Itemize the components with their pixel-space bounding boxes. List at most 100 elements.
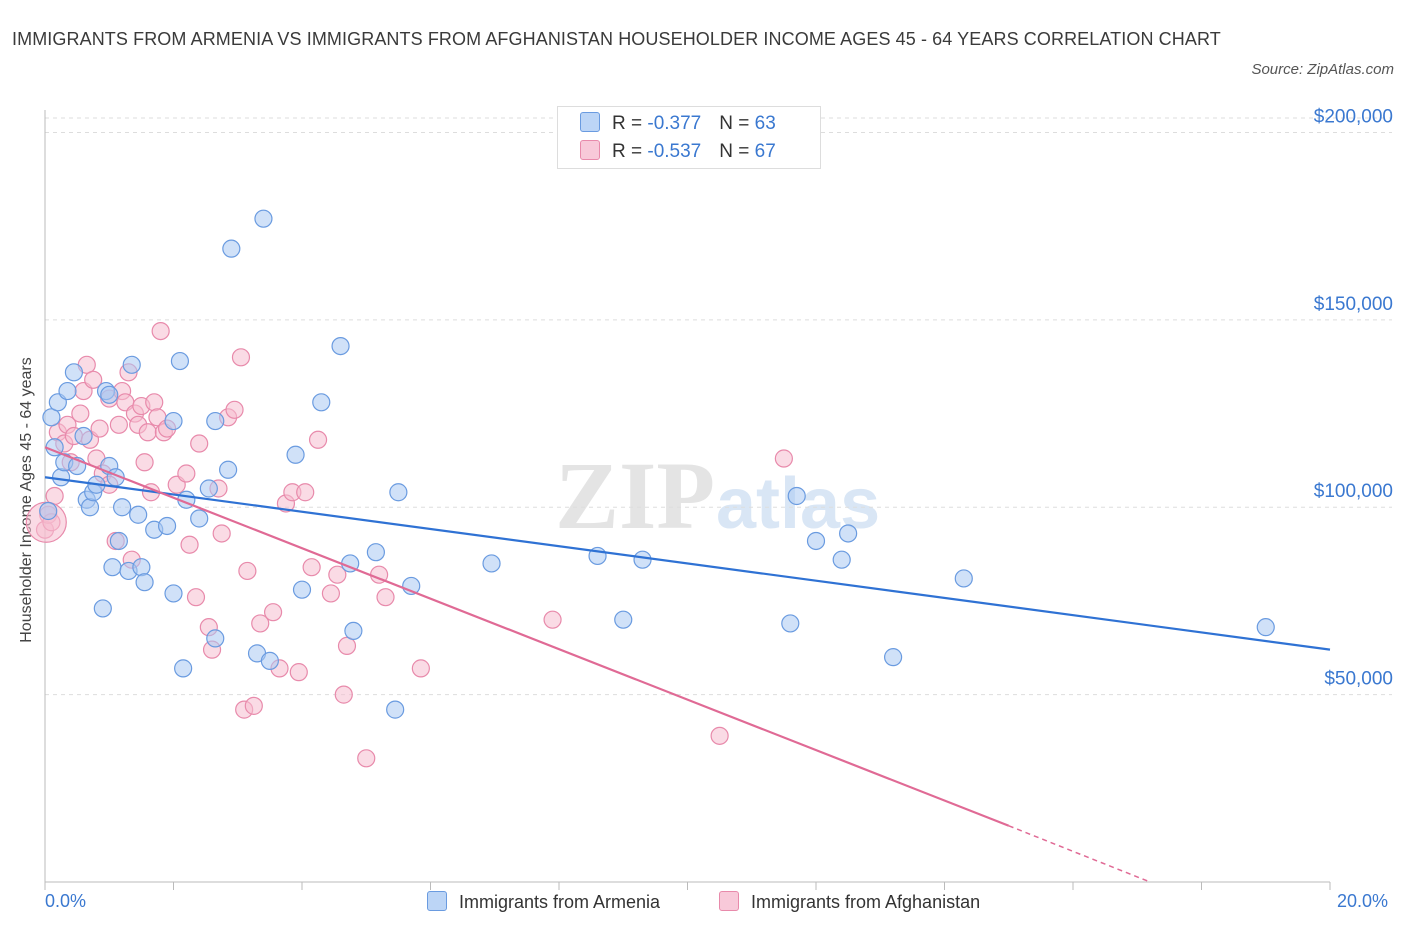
y-tick-label: $200,000 [1314, 106, 1393, 127]
afghanistan-point [145, 393, 164, 412]
bottom-armenia-label: Immigrants from Armenia [459, 892, 661, 912]
afghanistan-point [334, 685, 353, 704]
armenia-point [482, 554, 501, 573]
chart-title: IMMIGRANTS FROM ARMENIA VS IMMIGRANTS FR… [12, 29, 1221, 49]
armenia-point [781, 614, 800, 633]
armenia-point [206, 411, 225, 431]
armenia-point [1256, 618, 1275, 637]
armenia-point [132, 558, 151, 577]
afghanistan-point [289, 663, 308, 682]
afghanistan-point [177, 464, 196, 483]
x-tick-label-start: 0.0% [45, 891, 87, 911]
armenia-point [135, 573, 154, 592]
afghanistan-point [263, 603, 283, 622]
armenia-point [80, 498, 100, 517]
afghanistan-n-label: N = [719, 141, 755, 162]
afghanistan-point [244, 696, 263, 715]
armenia-swatch [580, 112, 600, 132]
armenia-point [100, 385, 119, 404]
armenia-point [312, 393, 331, 412]
bottom-afghanistan-label: Immigrants from Afghanistan [751, 892, 981, 912]
y-tick-labels: $50,000 $100,000 $150,000 $200,000 [1314, 106, 1393, 689]
afghanistan-point [411, 659, 430, 678]
armenia-point [954, 569, 973, 588]
legend-row-afghanistan: R = -0.537 N = 67 [580, 140, 776, 164]
y-tick-label: $150,000 [1314, 294, 1393, 315]
armenia-point [222, 239, 241, 258]
armenia-point [344, 621, 363, 641]
afghanistan-point [238, 561, 257, 581]
armenia-point [787, 486, 806, 506]
afghanistan-point [231, 348, 251, 367]
armenia-point [286, 445, 305, 464]
armenia-point [292, 580, 312, 599]
afghanistan-point [225, 400, 244, 419]
legend-row-armenia: R = -0.377 N = 63 [580, 112, 776, 136]
afghanistan-point [84, 370, 103, 389]
stats-legend: R = -0.377 N = 63 R = -0.537 N = 67 [557, 106, 821, 169]
armenia-point [254, 209, 273, 228]
armenia-point [883, 648, 903, 667]
afghanistan-point [138, 423, 157, 442]
afghanistan-point [90, 419, 109, 438]
trend-lines [44, 446, 1331, 883]
afghanistan-point [774, 449, 793, 468]
afghanistan-point [321, 584, 341, 603]
afghanistan-point [180, 535, 199, 554]
armenia-point [74, 426, 93, 446]
bottom-legend-armenia: Immigrants from Armenia [427, 890, 660, 914]
armenia-point [174, 659, 193, 678]
afghanistan-point [376, 588, 395, 607]
watermark: ZIP atlas [555, 442, 880, 549]
afghanistan-point [135, 453, 154, 472]
armenia-point [206, 629, 225, 648]
afghanistan-r-label: R = [612, 141, 648, 162]
armenia-point [389, 483, 408, 502]
afghanistan-point [543, 610, 562, 629]
afghanistan-point [251, 614, 270, 633]
armenia-point [633, 550, 652, 569]
afghanistan-point [109, 415, 128, 434]
afghanistan-point [71, 404, 90, 423]
afghanistan-r-value: -0.537 [647, 141, 702, 162]
armenia-point [614, 610, 633, 629]
armenia-r-label: R = [612, 113, 648, 134]
afghanistan-point [710, 726, 729, 745]
afghanistan-point [357, 749, 376, 768]
grid-lines [45, 117, 1392, 696]
armenia-point [331, 336, 350, 356]
afghanistan-point [296, 483, 315, 502]
afghanistan-point [190, 434, 209, 453]
afghanistan-trend-extension [1008, 825, 1151, 883]
afghanistan-swatch [580, 140, 600, 160]
armenia-points [39, 209, 1275, 719]
armenia-point [199, 479, 218, 498]
armenia-n-value: 63 [754, 113, 776, 134]
y-tick-label: $100,000 [1314, 481, 1393, 502]
armenia-point [839, 524, 858, 543]
bottom-afghanistan-swatch [719, 891, 739, 911]
armenia-point [219, 460, 238, 479]
bottom-armenia-swatch [427, 891, 447, 911]
armenia-point [129, 505, 148, 524]
afghanistan-point [328, 565, 347, 584]
armenia-trend-line [44, 476, 1331, 651]
afghanistan-point [186, 588, 206, 607]
bottom-legend-afghanistan: Immigrants from Afghanistan [719, 890, 980, 914]
axes [44, 110, 1331, 890]
afghanistan-point [212, 524, 231, 543]
armenia-point [164, 584, 183, 603]
armenia-point [64, 363, 84, 382]
source-label: Source: ZipAtlas.com [1251, 61, 1394, 78]
armenia-point [39, 501, 58, 521]
armenia-point [386, 700, 405, 719]
armenia-point [122, 355, 141, 374]
x-tick-label-end: 20.0% [1337, 891, 1389, 911]
armenia-point [164, 411, 183, 431]
armenia-point [109, 531, 128, 551]
watermark-zip: ZIP [555, 442, 715, 549]
armenia-point [190, 509, 209, 528]
armenia-point [832, 550, 851, 569]
y-tick-label: $50,000 [1324, 669, 1393, 690]
